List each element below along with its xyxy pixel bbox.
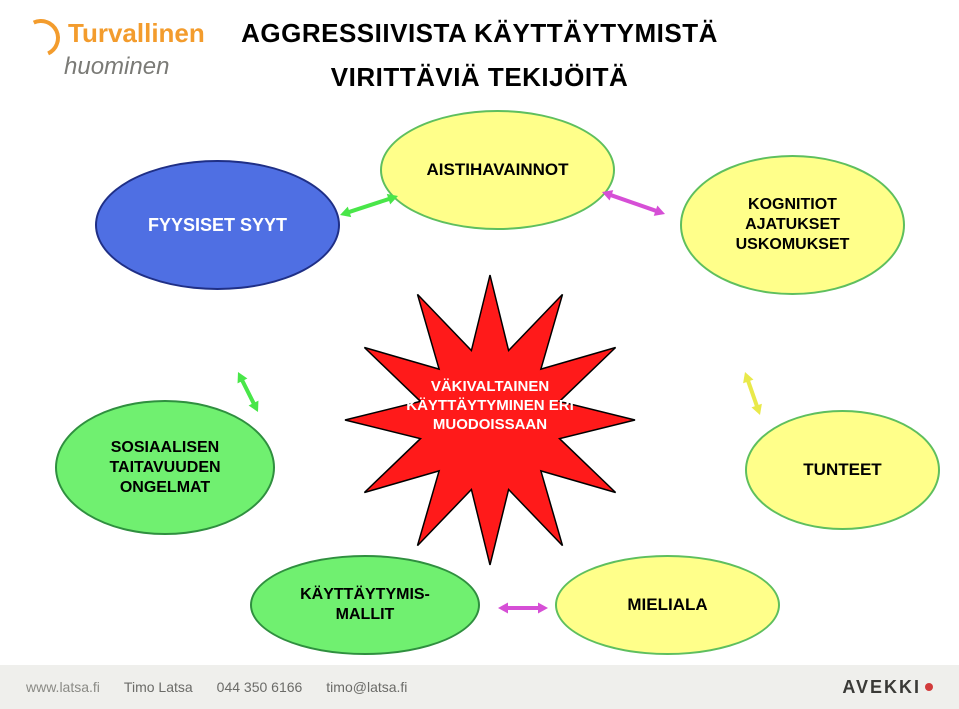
page-title-line2: VIRITTÄVIÄ TEKIJÖITÄ: [0, 62, 959, 93]
double-arrow-3: [743, 372, 762, 415]
footer-right-logo: AVEKKI: [842, 677, 933, 698]
node-kayttaytymismallit: KÄYTTÄYTYMIS- MALLIT: [250, 555, 480, 655]
footer-bar: www.latsa.fi Timo Latsa 044 350 6166 tim…: [0, 665, 959, 709]
double-arrow-4: [498, 603, 548, 614]
diagram-stage: Turvallinen huominen AGGRESSIIVISTA KÄYT…: [0, 0, 959, 709]
node-aistihavainnot: AISTIHAVAINNOT: [380, 110, 615, 230]
footer-right-logo-text: AVEKKI: [842, 677, 921, 698]
double-arrow-1: [602, 190, 665, 216]
page-title-line1: AGGRESSIIVISTA KÄYTTÄYTYMISTÄ: [0, 18, 959, 49]
double-arrow-0: [340, 194, 398, 217]
footer-url: www.latsa.fi: [26, 679, 100, 695]
footer-phone: 044 350 6166: [217, 679, 303, 695]
footer-email: timo@latsa.fi: [326, 679, 407, 695]
footer-name: Timo Latsa: [124, 679, 193, 695]
double-arrow-2: [238, 372, 259, 412]
node-mieliala: MIELIALA: [555, 555, 780, 655]
node-tunteet: TUNTEET: [745, 410, 940, 530]
node-kognitiot: KOGNITIOT AJATUKSET USKOMUKSET: [680, 155, 905, 295]
node-fyysiset: FYYSISET SYYT: [95, 160, 340, 290]
dot-icon: [925, 683, 933, 691]
central-starburst: [343, 273, 637, 567]
node-sosiaalisen: SOSIAALISEN TAITAVUUDEN ONGELMAT: [55, 400, 275, 535]
